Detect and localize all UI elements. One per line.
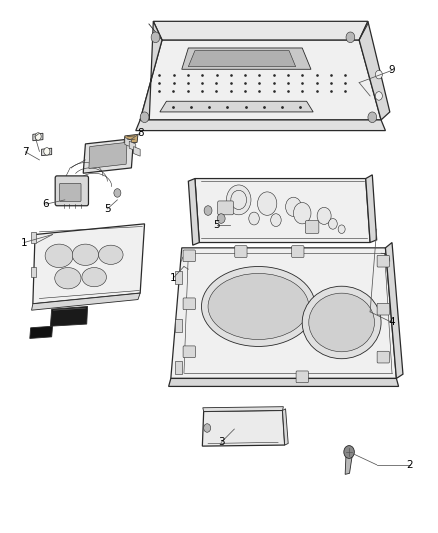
Circle shape	[368, 112, 377, 123]
Ellipse shape	[201, 266, 315, 346]
Circle shape	[35, 133, 41, 140]
Polygon shape	[366, 175, 377, 243]
Polygon shape	[140, 40, 381, 120]
Circle shape	[271, 214, 281, 227]
FancyBboxPatch shape	[377, 255, 389, 267]
Text: 5: 5	[213, 221, 220, 230]
FancyBboxPatch shape	[183, 250, 195, 262]
Ellipse shape	[208, 273, 309, 340]
Polygon shape	[171, 248, 396, 378]
Text: 8: 8	[137, 128, 144, 138]
Circle shape	[346, 32, 355, 43]
Polygon shape	[175, 361, 182, 374]
FancyBboxPatch shape	[55, 176, 88, 206]
Ellipse shape	[45, 244, 73, 268]
FancyBboxPatch shape	[296, 371, 308, 383]
Polygon shape	[175, 319, 182, 332]
FancyBboxPatch shape	[60, 183, 81, 201]
Ellipse shape	[309, 293, 374, 352]
Polygon shape	[283, 409, 288, 445]
Polygon shape	[30, 326, 53, 338]
Text: 3: 3	[218, 438, 225, 447]
Polygon shape	[83, 139, 134, 173]
FancyBboxPatch shape	[292, 246, 304, 257]
Polygon shape	[42, 148, 52, 156]
Circle shape	[293, 203, 311, 224]
Circle shape	[338, 225, 345, 233]
Polygon shape	[136, 120, 385, 131]
Polygon shape	[129, 141, 136, 151]
Circle shape	[375, 92, 382, 100]
Ellipse shape	[302, 286, 381, 359]
Polygon shape	[160, 101, 313, 112]
Ellipse shape	[82, 268, 106, 287]
Circle shape	[217, 214, 225, 223]
Polygon shape	[195, 179, 370, 243]
Text: 2: 2	[406, 460, 413, 470]
Polygon shape	[182, 48, 311, 69]
Circle shape	[226, 185, 251, 215]
Polygon shape	[32, 293, 140, 310]
FancyBboxPatch shape	[235, 246, 247, 257]
Circle shape	[317, 207, 331, 224]
Polygon shape	[124, 134, 138, 144]
Circle shape	[249, 212, 259, 225]
FancyBboxPatch shape	[305, 221, 319, 233]
Circle shape	[44, 148, 50, 155]
Polygon shape	[89, 142, 127, 168]
Polygon shape	[175, 271, 182, 284]
Polygon shape	[33, 224, 145, 304]
Circle shape	[231, 190, 247, 209]
Text: 9: 9	[389, 66, 396, 75]
Ellipse shape	[55, 268, 81, 289]
FancyBboxPatch shape	[377, 303, 389, 315]
Ellipse shape	[99, 245, 123, 264]
Circle shape	[204, 424, 211, 432]
Polygon shape	[31, 232, 36, 243]
FancyBboxPatch shape	[183, 298, 195, 310]
Polygon shape	[134, 147, 140, 156]
Circle shape	[375, 70, 382, 79]
Text: 4: 4	[389, 318, 396, 327]
Polygon shape	[125, 138, 131, 147]
Polygon shape	[203, 407, 283, 411]
Ellipse shape	[72, 244, 99, 265]
Polygon shape	[153, 21, 368, 40]
Circle shape	[344, 446, 354, 458]
Polygon shape	[50, 306, 88, 326]
Polygon shape	[140, 21, 162, 128]
Circle shape	[151, 32, 160, 43]
Polygon shape	[202, 410, 285, 446]
FancyBboxPatch shape	[218, 201, 233, 215]
Text: 5: 5	[104, 204, 111, 214]
Text: 1: 1	[21, 238, 28, 247]
Polygon shape	[345, 453, 353, 474]
Circle shape	[204, 206, 212, 215]
Polygon shape	[188, 179, 199, 245]
Text: 7: 7	[22, 147, 29, 157]
Text: 6: 6	[42, 199, 49, 209]
Circle shape	[328, 219, 337, 229]
Polygon shape	[385, 243, 403, 378]
Polygon shape	[359, 21, 390, 120]
Polygon shape	[33, 133, 43, 141]
Polygon shape	[31, 266, 36, 277]
Circle shape	[114, 189, 121, 197]
Circle shape	[258, 192, 277, 215]
Polygon shape	[188, 51, 296, 67]
Text: 1: 1	[170, 273, 177, 283]
Circle shape	[286, 197, 301, 216]
Polygon shape	[169, 378, 399, 386]
Circle shape	[140, 112, 149, 123]
FancyBboxPatch shape	[377, 351, 389, 363]
FancyBboxPatch shape	[183, 346, 195, 358]
